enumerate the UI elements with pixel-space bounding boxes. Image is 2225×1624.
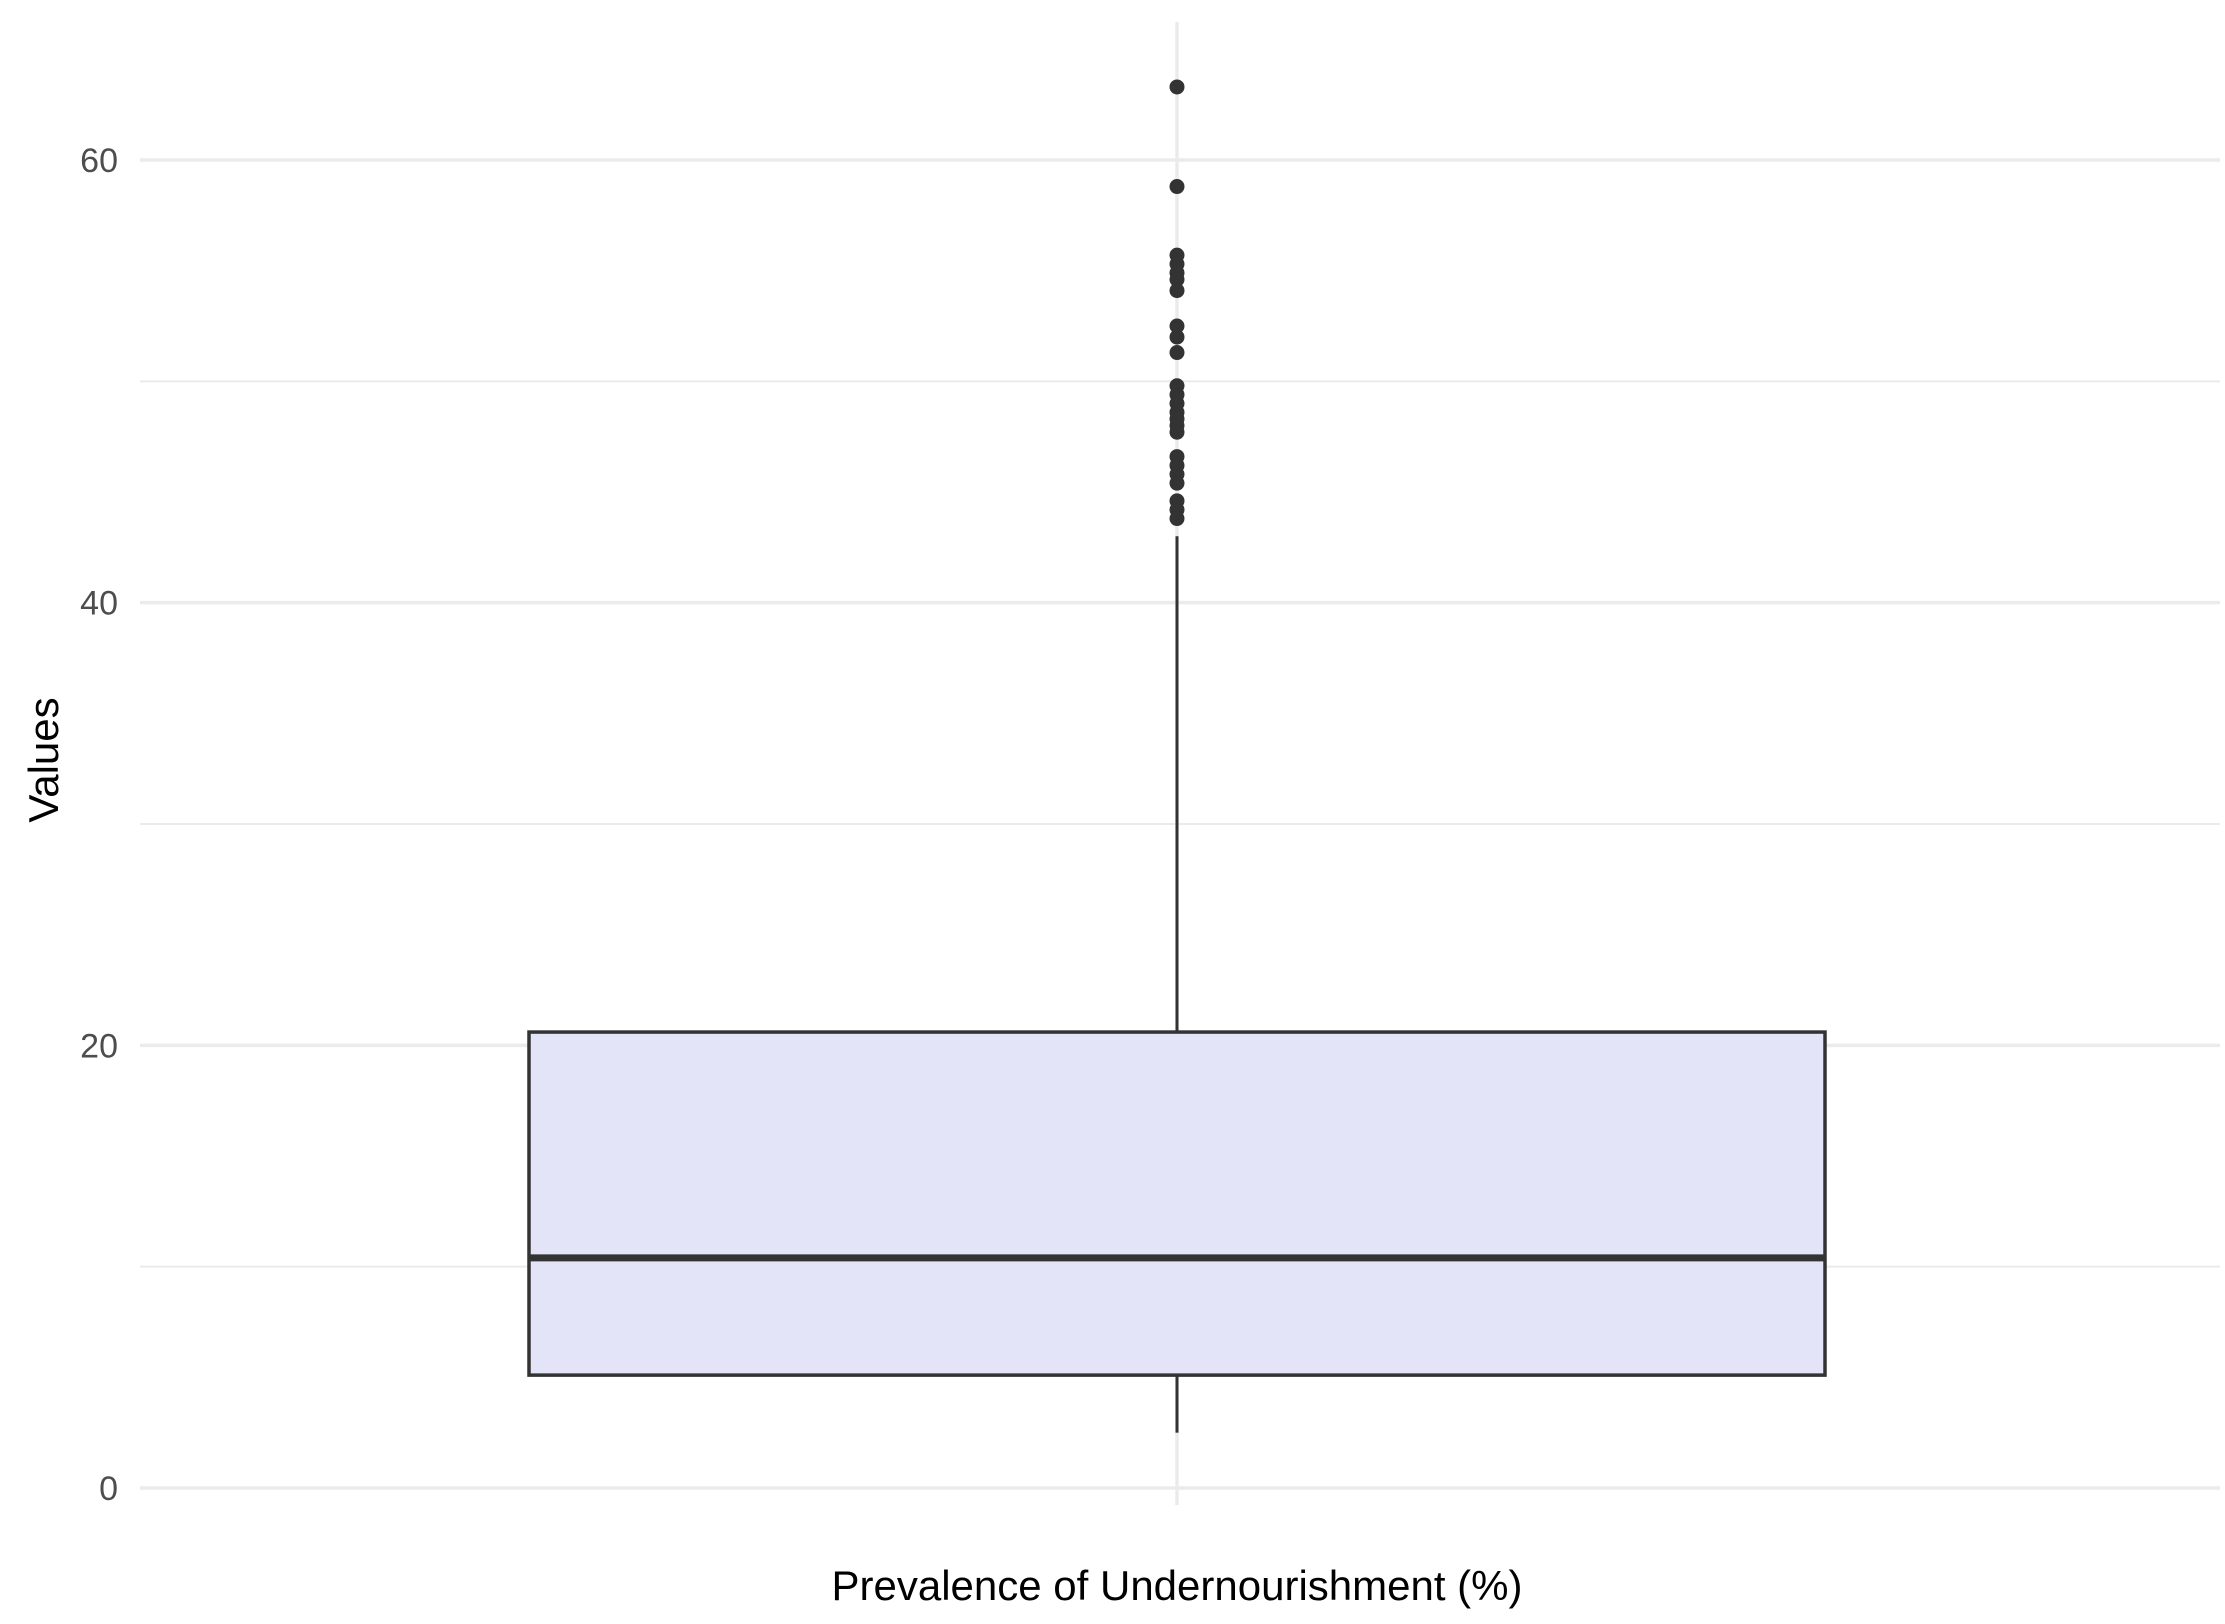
- outlier-point: [1169, 179, 1185, 195]
- y-axis-title: Values: [20, 697, 67, 822]
- outlier-point: [1169, 272, 1185, 288]
- x-axis-title: Prevalence of Undernourishment (%): [832, 1562, 1523, 1609]
- y-tick-label: 60: [80, 142, 118, 180]
- outlier-point: [1169, 511, 1185, 527]
- y-tick-label: 20: [80, 1027, 118, 1065]
- outlier-point: [1169, 345, 1185, 361]
- outlier-point: [1169, 475, 1185, 491]
- outlier-point: [1169, 79, 1185, 95]
- y-tick-label: 0: [99, 1470, 118, 1508]
- y-tick-labels: 0 20 40 60: [80, 142, 118, 1508]
- iqr-box: [527, 1030, 1827, 1377]
- outlier-point: [1169, 424, 1185, 440]
- outlier-point: [1169, 329, 1185, 345]
- outlier-point: [1169, 283, 1185, 299]
- box-group: [527, 536, 1827, 1433]
- y-tick-label: 40: [80, 585, 118, 623]
- outlier-points: [1169, 79, 1185, 527]
- outlier-point: [1169, 318, 1185, 334]
